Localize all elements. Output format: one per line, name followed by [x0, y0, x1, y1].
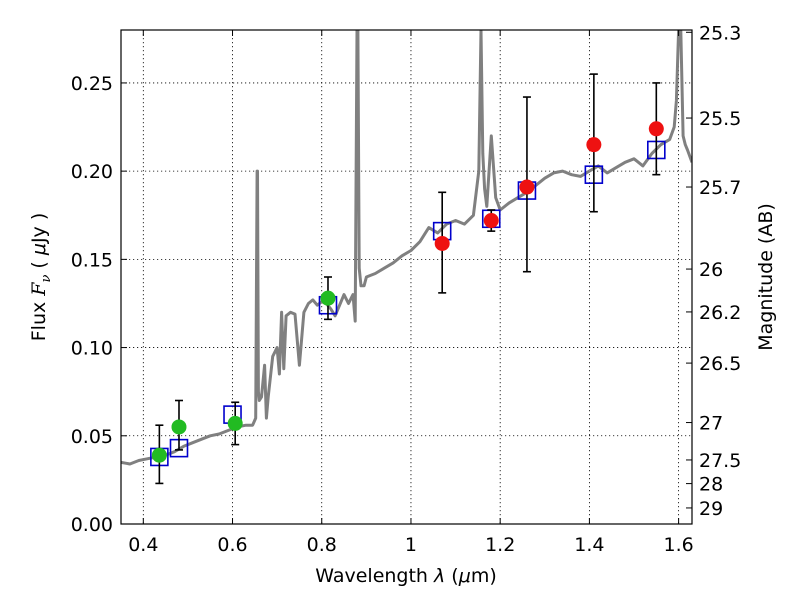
- x-tick-label: 1.2: [485, 534, 515, 556]
- y-tick-label: 0.05: [71, 426, 113, 448]
- x-tick-label: 0.4: [128, 534, 158, 556]
- x-tick-label: 0.6: [217, 534, 247, 556]
- red-data-point: [434, 235, 450, 251]
- y-tick-label: 0.25: [71, 73, 113, 95]
- magnitude-tick-label: 25.7: [699, 177, 741, 199]
- y-axis-title: Flux Fν ( μJy ): [28, 213, 54, 342]
- red-data-point: [648, 121, 664, 137]
- x-tick-label: 1.4: [574, 534, 604, 556]
- magnitude-tick-label: 28: [699, 474, 723, 496]
- spectrum-layer: [121, 30, 692, 466]
- magnitude-tick-label: 25.3: [699, 22, 741, 44]
- spectrum-line: [121, 30, 692, 466]
- magnitude-tick-label: 26.5: [699, 353, 741, 375]
- model-photometry-layer: [150, 140, 666, 467]
- y-tick-label: 0.20: [71, 161, 113, 183]
- green-data-point: [320, 290, 336, 306]
- grid-lines: [121, 30, 692, 525]
- red-data-point: [586, 137, 602, 153]
- x-tick-label: 1: [405, 534, 417, 556]
- y-tick-label: 0.10: [71, 338, 113, 360]
- magnitude-tick-label: 27: [699, 413, 723, 435]
- magnitude-tick-label: 26: [699, 259, 723, 281]
- green-data-point: [227, 415, 243, 431]
- observed-points-layer: [151, 121, 664, 463]
- red-data-point: [519, 179, 535, 195]
- magnitude-tick-label: 29: [699, 498, 723, 520]
- magnitude-tick-label: 25.5: [699, 108, 741, 130]
- plot-frame: [120, 29, 693, 525]
- x-axis-title: Wavelength λ (μm): [315, 565, 496, 587]
- x-tick-label: 0.8: [307, 534, 337, 556]
- right-axis-title: Magnitude (AB): [755, 203, 777, 351]
- y-tick-label: 0.00: [71, 514, 113, 536]
- red-data-point: [483, 213, 499, 229]
- magnitude-tick-label: 26.2: [699, 302, 741, 324]
- x-tick-label: 1.6: [664, 534, 694, 556]
- y-tick-label: 0.15: [71, 249, 113, 271]
- green-data-point: [151, 447, 167, 463]
- green-data-point: [171, 419, 187, 435]
- axis-ticks: 0.4 0.6 0.8 1 1.2 1.4 1.6 0.00 0.05 0.10 0.15 0.20 0…: [71, 22, 742, 556]
- magnitude-tick-label: 27.5: [699, 450, 741, 472]
